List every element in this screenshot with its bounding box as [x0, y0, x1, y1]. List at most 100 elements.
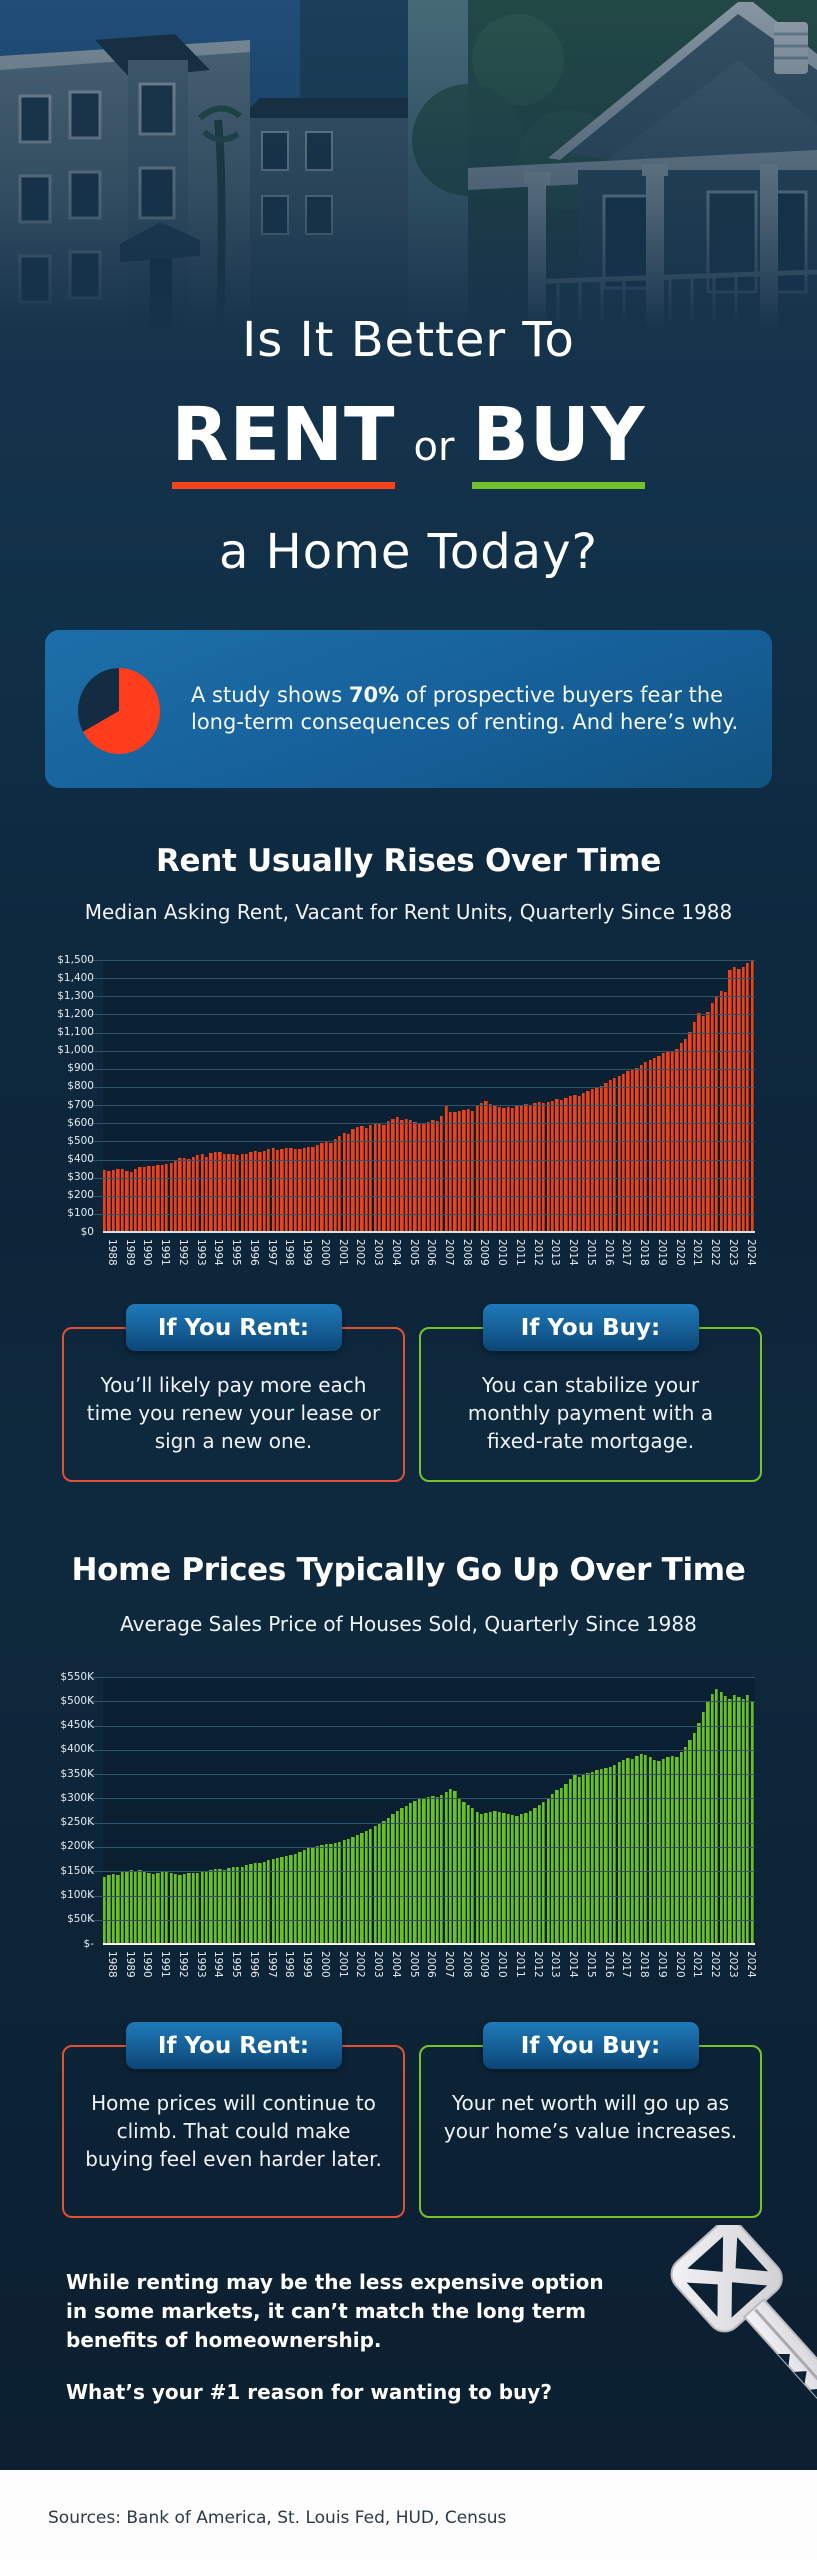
- bar: [621, 1073, 626, 1232]
- x-axis-year-label: 2003: [372, 1239, 384, 1266]
- home-section-heading: Home Prices Typically Go Up Over Time: [71, 1552, 746, 1588]
- bar: [741, 967, 746, 1232]
- gridline: [87, 1871, 755, 1873]
- bar: [426, 1121, 431, 1232]
- bar: [746, 1695, 750, 1944]
- callout-text-suffix: of prospective buyers fear the long-term…: [191, 683, 739, 734]
- bar: [723, 1696, 728, 1944]
- x-axis-year-label: 2017: [620, 1239, 633, 1266]
- x-axis-year-label: 2006: [425, 1951, 438, 1978]
- bar: [218, 1868, 222, 1944]
- x-axis-year-label: 2020: [673, 1951, 686, 1978]
- bar: [435, 1797, 439, 1944]
- bar: [147, 1873, 151, 1944]
- bar: [413, 1122, 417, 1232]
- bar: [249, 1152, 253, 1232]
- bar: [684, 1039, 688, 1232]
- x-axis-year-label: 2012: [531, 1239, 544, 1266]
- y-axis-tick-label: $300: [67, 1171, 94, 1184]
- gridline: [87, 1749, 755, 1751]
- bar: [116, 1169, 120, 1232]
- bar: [258, 1152, 262, 1232]
- bar: [719, 990, 723, 1232]
- bar: [706, 1011, 710, 1232]
- gridline: [87, 1177, 755, 1179]
- bar: [129, 1870, 133, 1944]
- y-axis-tick-label: $200: [67, 1189, 94, 1202]
- bar: [213, 1869, 218, 1944]
- bar: [213, 1151, 218, 1232]
- bar: [103, 1170, 107, 1232]
- hero-photos: [0, 0, 817, 332]
- bar: [701, 1712, 706, 1944]
- bar: [120, 1168, 125, 1232]
- bar: [138, 1167, 142, 1232]
- bar: [431, 1120, 435, 1232]
- bar: [351, 1129, 355, 1232]
- rent-section-subtitle: Median Asking Rent, Vacant for Rent Unit…: [84, 900, 733, 924]
- home-box-if-you-rent: If You Rent: Home prices will continue t…: [62, 2022, 405, 2218]
- y-axis-tick-label: $700: [67, 1098, 94, 1111]
- bar: [684, 1747, 688, 1944]
- bar: [448, 1788, 453, 1944]
- if-you-buy-pill-2: If You Buy:: [482, 2022, 699, 2069]
- callout-stat: 70%: [348, 683, 400, 707]
- if-you-rent-text-2: Home prices will continue to climb. That…: [85, 2091, 382, 2171]
- bar: [604, 1083, 608, 1232]
- x-axis-year-label: 2024: [744, 1239, 757, 1266]
- bar: [205, 1156, 209, 1232]
- bar: [342, 1840, 346, 1944]
- rent-bar-chart: $0 $100 $200 $300 $400 $500 $600 $700 $800 $900 $1…: [0, 948, 817, 1293]
- bar: [484, 1101, 488, 1232]
- rent-comparison-row: If You Rent: You’ll likely pay more each…: [62, 1302, 762, 1482]
- x-axis-year-label: 2015: [584, 1239, 597, 1266]
- bar: [728, 969, 732, 1232]
- bar: [613, 1765, 617, 1944]
- bar: [209, 1152, 213, 1232]
- bar: [577, 1095, 581, 1232]
- gridline: [87, 1725, 755, 1727]
- bar: [377, 1823, 382, 1944]
- bar: [639, 1065, 644, 1232]
- bar: [471, 1808, 475, 1944]
- y-axis-tick-label: $100: [67, 1207, 94, 1220]
- x-axis-year-label: 2004: [389, 1239, 402, 1266]
- x-axis-year-label: 1990: [141, 1239, 154, 1266]
- gridline: [87, 1195, 755, 1197]
- bar: [435, 1121, 439, 1232]
- bar: [644, 1754, 648, 1944]
- x-axis-year-label: 2021: [691, 1239, 704, 1266]
- gridline: [87, 1798, 755, 1800]
- bar: [240, 1867, 244, 1944]
- x-axis-year-label: 2007: [443, 1239, 455, 1266]
- bar: [462, 1110, 466, 1232]
- x-axis-year-label: 2023: [726, 1951, 739, 1978]
- bar: [111, 1873, 116, 1944]
- bar: [125, 1870, 129, 1944]
- bar: [431, 1795, 435, 1944]
- bar: [244, 1153, 249, 1232]
- bar: [324, 1142, 329, 1232]
- bar: [284, 1856, 289, 1944]
- bar: [103, 1877, 107, 1944]
- bar: [519, 1814, 524, 1944]
- bar: [728, 1698, 732, 1944]
- x-axis-year-label: 2012: [531, 1951, 544, 1978]
- bar: [364, 1127, 369, 1232]
- bar: [475, 1812, 479, 1944]
- bar: [249, 1863, 253, 1944]
- bar: [346, 1839, 351, 1944]
- bar: [608, 1766, 612, 1944]
- bar: [555, 1099, 559, 1232]
- bar: [227, 1868, 231, 1944]
- x-axis-year-label: 2021: [691, 1951, 704, 1978]
- bar: [333, 1843, 337, 1944]
- sources-text: Sources: Bank of America, St. Louis Fed,…: [48, 2508, 507, 2528]
- gridline: [87, 996, 755, 998]
- bar: [329, 1143, 333, 1232]
- bar: [542, 1802, 546, 1944]
- bar: [484, 1812, 488, 1944]
- bar: [244, 1865, 249, 1944]
- bar: [475, 1105, 479, 1232]
- if-you-rent-text: You’ll likely pay more each time you ren…: [86, 1373, 381, 1453]
